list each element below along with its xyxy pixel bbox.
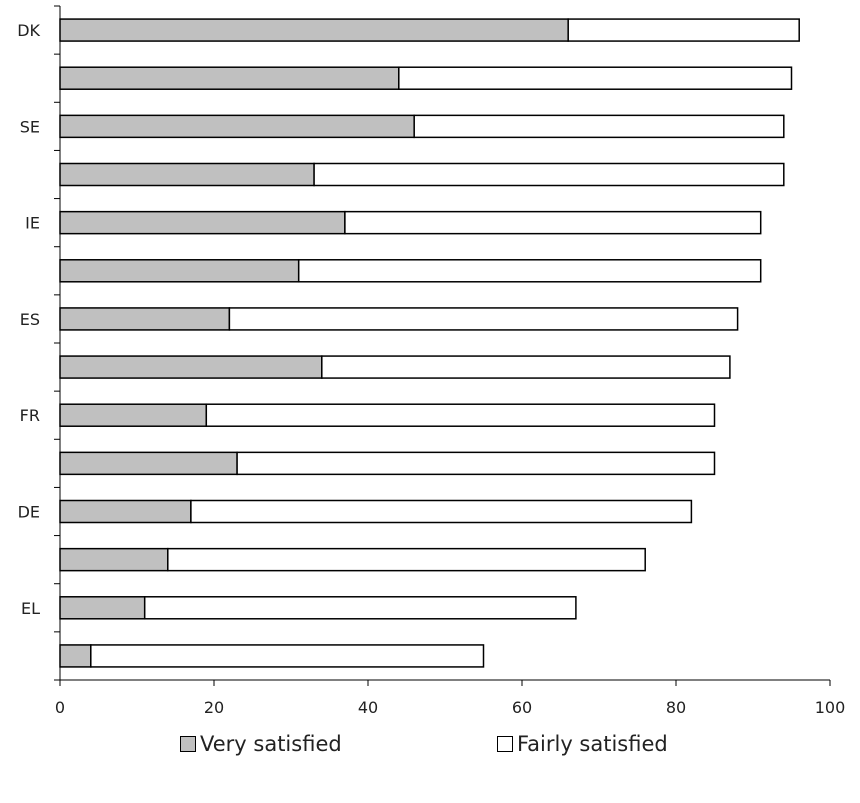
bar-very-satisfied-4: [59, 210, 346, 235]
bar-very-satisfied-8: [59, 403, 208, 427]
x-tick-label-100: 100: [815, 698, 846, 717]
bar-very-satisfied-9: [59, 451, 238, 476]
legend-item-fairly-satisfied: Fairly satisfied: [497, 732, 668, 756]
bar-very-satisfied-1: [59, 66, 400, 90]
bar-fairly-satisfied-2: [413, 114, 785, 139]
bar-fairly-satisfied-10: [190, 499, 693, 524]
bar-very-satisfied-6: [59, 307, 231, 331]
bar-fairly-satisfied-5: [297, 259, 762, 283]
bar-fairly-satisfied-7: [321, 355, 731, 379]
x-tick-label-80: 80: [666, 698, 686, 717]
bar-very-satisfied-13: [59, 644, 92, 668]
bar-very-satisfied-3: [59, 162, 315, 187]
x-tick-label-20: 20: [204, 698, 224, 717]
y-tick-label-el: EL: [21, 599, 40, 618]
bar-fairly-satisfied-3: [313, 162, 785, 187]
bar-very-satisfied-0: [59, 18, 569, 42]
bar-fairly-satisfied-4: [344, 210, 762, 235]
legend-label-fairly-satisfied: Fairly satisfied: [517, 732, 668, 756]
x-tick-label-60: 60: [512, 698, 532, 717]
bar-very-satisfied-2: [59, 114, 415, 139]
y-tick-label-fr: FR: [20, 406, 40, 425]
bar-fairly-satisfied-8: [205, 403, 716, 427]
legend: Very satisfied Fairly satisfied: [0, 732, 860, 772]
bar-very-satisfied-12: [59, 596, 146, 620]
y-tick-label-dk: DK: [17, 21, 40, 40]
bar-fairly-satisfied-0: [567, 18, 800, 42]
y-tick-label-es: ES: [20, 310, 40, 329]
x-tick-label-40: 40: [358, 698, 378, 717]
bar-fairly-satisfied-13: [90, 644, 485, 668]
y-axis-ticks: DK SE IE ES FR DE EL: [17, 5, 60, 681]
legend-swatch-fairly-satisfied: [497, 736, 513, 752]
bar-fairly-satisfied-9: [236, 451, 716, 476]
bar-very-satisfied-10: [59, 499, 192, 524]
y-tick-label-se: SE: [20, 117, 40, 136]
legend-swatch-very-satisfied: [180, 736, 196, 752]
y-tick-label-de: DE: [18, 503, 40, 522]
bars-group: [59, 18, 800, 668]
x-tick-label-0: 0: [55, 698, 65, 717]
legend-label-very-satisfied: Very satisfied: [200, 732, 342, 756]
stacked-bar-chart: DK SE IE ES FR DE EL 0 20 40 60 80 100: [17, 5, 845, 717]
bar-fairly-satisfied-1: [398, 66, 793, 90]
bar-fairly-satisfied-6: [228, 307, 739, 331]
x-axis-ticks: 0 20 40 60 80 100: [55, 680, 845, 717]
bar-fairly-satisfied-11: [167, 547, 646, 572]
y-tick-label-ie: IE: [25, 214, 40, 233]
bar-very-satisfied-7: [59, 355, 323, 379]
bar-very-satisfied-5: [59, 259, 300, 283]
bar-fairly-satisfied-12: [143, 596, 577, 620]
legend-item-very-satisfied: Very satisfied: [180, 732, 342, 756]
bar-very-satisfied-11: [59, 547, 169, 572]
